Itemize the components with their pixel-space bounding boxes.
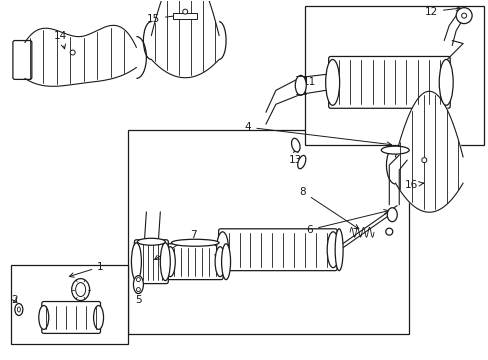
- FancyBboxPatch shape: [134, 240, 168, 284]
- Text: 9: 9: [218, 237, 226, 258]
- Ellipse shape: [136, 288, 140, 292]
- Ellipse shape: [76, 283, 85, 297]
- FancyBboxPatch shape: [167, 244, 223, 280]
- Ellipse shape: [136, 278, 140, 282]
- Text: 6: 6: [306, 210, 388, 235]
- Text: 16: 16: [404, 180, 423, 190]
- FancyBboxPatch shape: [41, 302, 101, 333]
- Text: 12: 12: [424, 6, 459, 17]
- Text: 13: 13: [288, 148, 302, 165]
- Ellipse shape: [438, 59, 452, 105]
- Ellipse shape: [137, 238, 165, 245]
- Bar: [304, 6, 483, 145]
- Ellipse shape: [215, 247, 224, 276]
- Bar: [173, 13, 197, 19]
- Ellipse shape: [131, 243, 141, 280]
- Text: 7: 7: [154, 230, 196, 260]
- Text: 2: 2: [12, 294, 18, 305]
- Ellipse shape: [183, 9, 187, 14]
- FancyBboxPatch shape: [218, 229, 336, 271]
- Bar: [128, 130, 408, 334]
- Ellipse shape: [165, 247, 175, 276]
- Ellipse shape: [386, 208, 396, 222]
- Ellipse shape: [93, 306, 103, 329]
- Text: 3: 3: [76, 280, 86, 289]
- FancyBboxPatch shape: [13, 41, 32, 80]
- Ellipse shape: [334, 229, 343, 271]
- Ellipse shape: [421, 158, 426, 163]
- Text: 4: 4: [244, 122, 390, 146]
- Bar: [11, 265, 128, 345]
- Ellipse shape: [295, 75, 305, 95]
- Text: 8: 8: [299, 187, 358, 229]
- Circle shape: [455, 8, 471, 24]
- Ellipse shape: [133, 276, 143, 293]
- Ellipse shape: [18, 307, 20, 312]
- Ellipse shape: [216, 232, 228, 268]
- Ellipse shape: [171, 239, 219, 246]
- Ellipse shape: [325, 59, 339, 105]
- FancyBboxPatch shape: [328, 57, 449, 108]
- Ellipse shape: [160, 243, 170, 280]
- Ellipse shape: [72, 279, 89, 301]
- Ellipse shape: [39, 306, 49, 329]
- Text: 1: 1: [69, 262, 103, 277]
- Ellipse shape: [221, 244, 230, 280]
- Text: 10: 10: [389, 145, 402, 155]
- Ellipse shape: [291, 138, 300, 152]
- Text: 15: 15: [146, 13, 181, 24]
- Text: 11: 11: [296, 77, 316, 87]
- Ellipse shape: [15, 303, 23, 315]
- Ellipse shape: [70, 50, 75, 55]
- Text: 5: 5: [135, 288, 142, 305]
- Text: 14: 14: [54, 31, 67, 49]
- Ellipse shape: [326, 232, 339, 268]
- Ellipse shape: [385, 228, 392, 235]
- Ellipse shape: [381, 146, 408, 154]
- Ellipse shape: [297, 156, 305, 169]
- Circle shape: [461, 13, 466, 18]
